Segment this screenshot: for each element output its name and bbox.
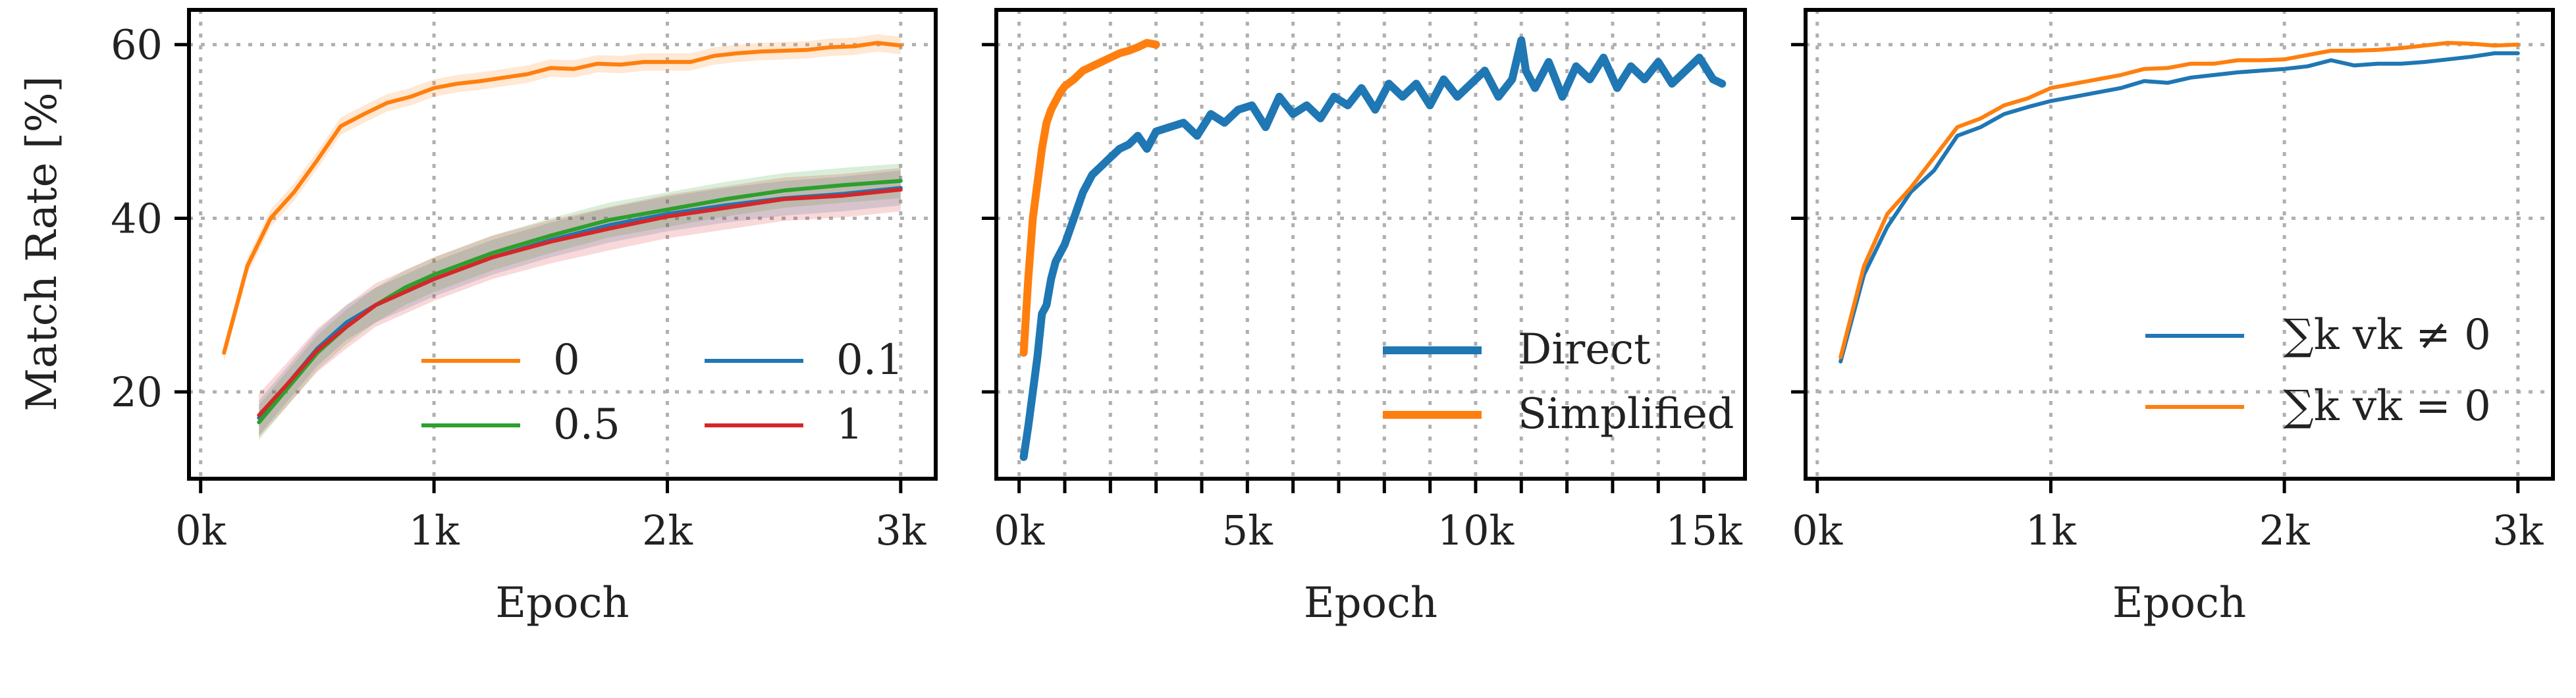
series-group (1019, 36, 1727, 461)
legend: 0 0.1 0.5 1 (421, 336, 903, 449)
legend-label-Simplified: Simplified (1518, 390, 1734, 439)
x-tick-label: 0k (994, 506, 1044, 554)
series-line-1 (257, 187, 903, 417)
x-tick-label: 5k (1222, 506, 1273, 554)
legend: Direct Simplified (1383, 325, 1734, 439)
y-tick-label: 60 (111, 21, 163, 69)
x-axis-label: Epoch (1304, 579, 1437, 628)
x-tick-label: 1k (2026, 506, 2076, 554)
x-axis-label: Epoch (2112, 579, 2246, 628)
x-tick-label: 0k (175, 506, 226, 554)
plot-frame (1804, 8, 2555, 481)
x-tick-label: 0k (1792, 506, 1842, 554)
x-tick-label: 15k (1665, 506, 1742, 554)
legend-label-0.5: 0.5 (553, 400, 620, 449)
series-line-0 (222, 41, 903, 355)
plot-frame (994, 8, 1747, 481)
x-tick-label: 3k (2492, 506, 2543, 554)
panel-3: 0k 1k 2k 3k Epoch ∑k vk ≠ 0 ∑k vk = 0 (1791, 8, 2555, 628)
x-tick-label: 3k (875, 506, 926, 554)
x-tick-label: 10k (1437, 506, 1515, 554)
y-tick-label: 20 (111, 368, 163, 416)
plot-frame (187, 8, 938, 481)
series-group (222, 34, 903, 440)
x-tick-label: 2k (642, 506, 693, 554)
legend-label-1: 1 (836, 400, 863, 449)
legend-label-∑k vk = 0: ∑k vk = 0 (2284, 382, 2491, 431)
panel-2: 0k 5k 10k 15k Epoch Direct Simplified (982, 8, 1747, 628)
series-line-Simplified (1019, 39, 1160, 357)
x-axis-label: Epoch (495, 579, 629, 628)
legend: ∑k vk ≠ 0 ∑k vk = 0 (2145, 311, 2491, 431)
series-group (1838, 41, 2520, 363)
panel-1: 0k 1k 2k 3k 20 40 60 Epoch 0 0.1 0.5 1 (111, 8, 938, 628)
x-tick-label: 2k (2259, 506, 2310, 554)
y-tick-label: 40 (111, 194, 163, 242)
x-tick-label: 1k (409, 506, 460, 554)
legend-label-0.1: 0.1 (836, 336, 903, 385)
series-line-Direct (1019, 36, 1727, 461)
y-axis-label: Match Rate [%] (18, 76, 67, 411)
series-band-1 (259, 168, 901, 437)
legend-label-Direct: Direct (1518, 325, 1651, 374)
legend-label-∑k vk ≠ 0: ∑k vk ≠ 0 (2284, 311, 2491, 360)
series-line-∑k vk = 0 (1838, 41, 2520, 360)
series-line-∑k vk ≠ 0 (1838, 51, 2520, 363)
legend-label-0: 0 (553, 336, 580, 385)
